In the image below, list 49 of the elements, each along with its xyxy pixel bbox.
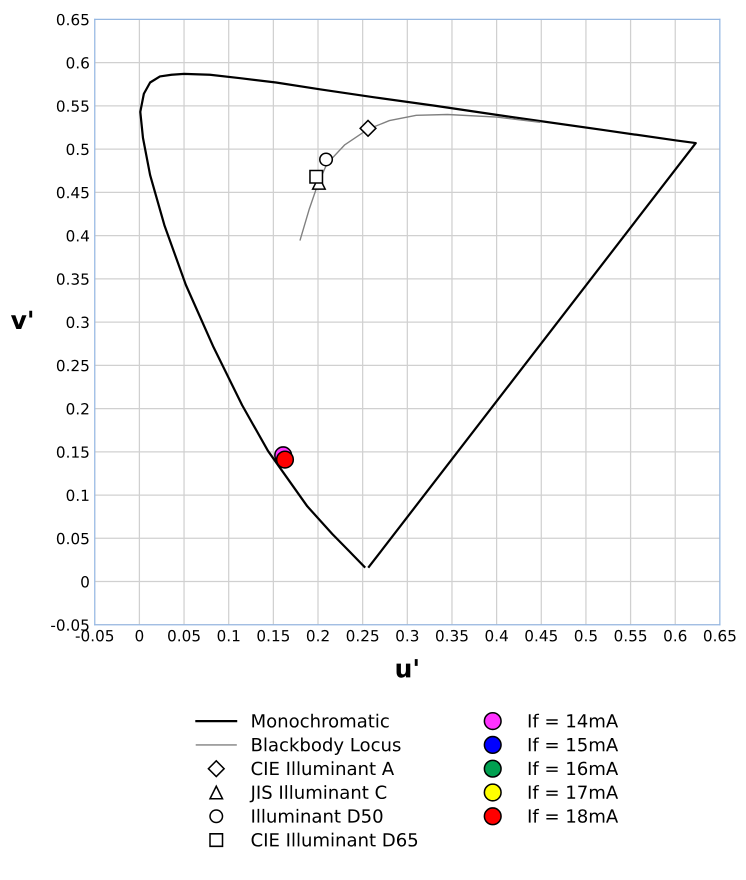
y-tick-label: 0.1 bbox=[66, 490, 88, 502]
y-tick-label: 0.15 bbox=[56, 446, 89, 458]
legend-label: Illuminant D50 bbox=[252, 808, 382, 823]
y-tick-label: 0.2 bbox=[66, 403, 88, 415]
y-tick-label: 0.55 bbox=[56, 100, 89, 112]
x-tick-label: 0.4 bbox=[485, 630, 508, 642]
legend-label: Monochromatic bbox=[252, 714, 389, 728]
legend-label: CIE Illuminant A bbox=[252, 761, 394, 776]
x-tick-label: 0.65 bbox=[704, 630, 736, 642]
x-tick-label: 0.35 bbox=[436, 630, 468, 642]
legend-label: CIE Illuminant D65 bbox=[252, 832, 418, 847]
y-tick-label: 0.5 bbox=[66, 144, 89, 156]
legend-label: JIS Illuminant C bbox=[250, 785, 386, 802]
legend-label: If = 18mA bbox=[528, 808, 618, 823]
x-tick-label: 0 bbox=[136, 630, 144, 642]
x-axis-title: u' bbox=[396, 659, 418, 678]
y-tick-label: 0.65 bbox=[56, 14, 89, 26]
y-tick-label: -0.05 bbox=[51, 619, 89, 631]
x-tick-label: 0.3 bbox=[396, 630, 418, 642]
point bbox=[359, 120, 377, 137]
x-tick-label: 0.5 bbox=[574, 630, 597, 642]
y-tick-label: 0.25 bbox=[56, 360, 89, 372]
point bbox=[309, 170, 324, 184]
y-tick-label: 0 bbox=[81, 576, 89, 588]
x-tick-label: 0.6 bbox=[664, 630, 686, 642]
point bbox=[276, 450, 294, 469]
x-tick-label: 0.25 bbox=[346, 630, 378, 642]
legend-label: If = 14mA bbox=[528, 714, 618, 728]
line-series bbox=[139, 72, 697, 568]
x-tick-label: -0.05 bbox=[76, 630, 114, 642]
x-tick-label: 0.15 bbox=[257, 630, 290, 642]
x-tick-label: 0.05 bbox=[168, 630, 200, 642]
x-tick-label: 0.45 bbox=[525, 630, 557, 642]
y-tick-label: 0.4 bbox=[66, 230, 90, 242]
legend-label: If = 17mA bbox=[528, 785, 618, 799]
y-axis-title: v' bbox=[10, 310, 32, 329]
legend-label: If = 16mA bbox=[528, 761, 618, 776]
y-tick-label: 0.45 bbox=[56, 186, 89, 198]
x-tick-label: 0.1 bbox=[218, 630, 240, 642]
x-tick-label: 0.55 bbox=[614, 630, 646, 642]
legend-label: Blackbody Locus bbox=[252, 737, 400, 755]
y-tick-label: 0.35 bbox=[56, 273, 89, 285]
y-tick-label: 0.05 bbox=[56, 532, 89, 544]
y-tick-label: 0.3 bbox=[66, 316, 89, 328]
x-tick-label: 0.2 bbox=[306, 630, 329, 642]
y-tick-label: 0.6 bbox=[66, 57, 89, 69]
line-series bbox=[299, 114, 540, 241]
point bbox=[319, 152, 334, 166]
legend-label: If = 15mA bbox=[528, 737, 618, 752]
